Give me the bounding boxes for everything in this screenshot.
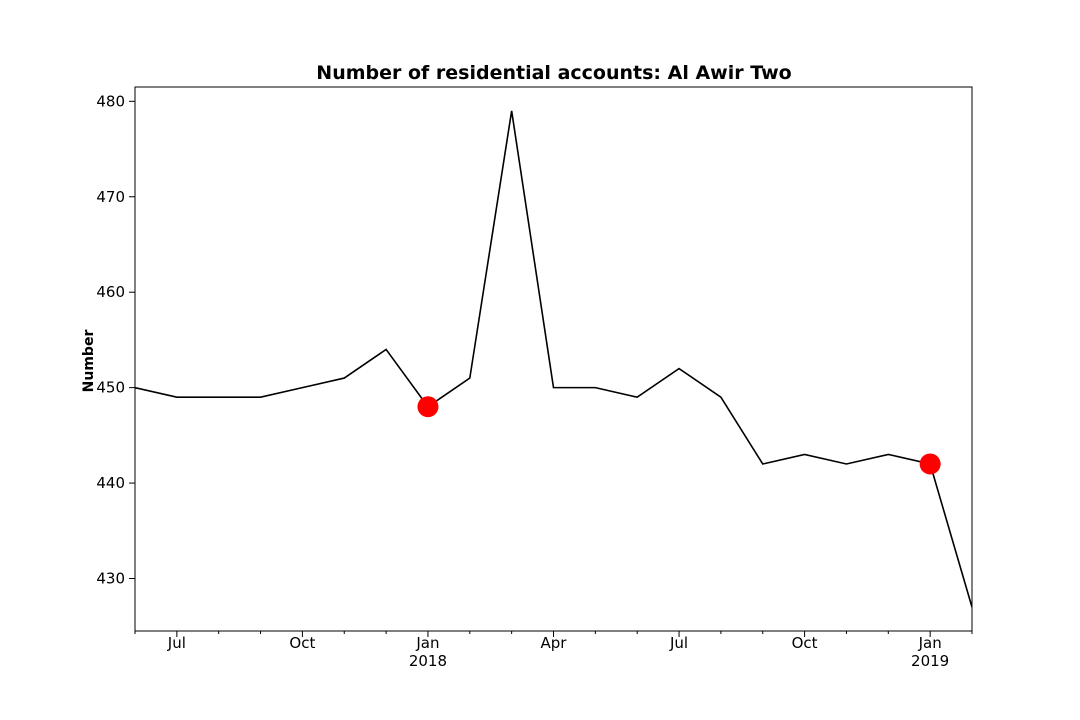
y-tick-label: 450 [96,379,125,397]
x-tick-label: Jul [167,634,186,652]
y-tick-label: 480 [96,92,125,110]
plot-frame [134,86,973,632]
series-line-0 [135,110,972,608]
series-layer [135,110,972,608]
x-tick-label: Apr [541,634,568,652]
y-axis: 430 440 450 460 470 480 [96,92,135,588]
y-tick-label: 460 [96,283,125,301]
y-tick-label: 470 [96,188,125,206]
x-tick-label: Jan [918,634,942,652]
chart-title: Number of residential accounts: Al Awir … [316,62,791,84]
x-tick-label: Oct [792,634,818,652]
highlight-layer [417,396,941,475]
x-tick-year-label: 2019 [911,652,949,670]
highlight-marker [919,453,941,475]
y-tick-label: 440 [96,474,125,492]
x-tick-year-label: 2018 [409,652,447,670]
x-tick-label: Jul [669,634,688,652]
y-axis-label: Number [81,330,97,393]
y-tick-label: 430 [96,570,125,588]
x-tick-label: Jan [415,634,439,652]
highlight-marker [417,396,439,418]
x-tick-label: Oct [289,634,315,652]
